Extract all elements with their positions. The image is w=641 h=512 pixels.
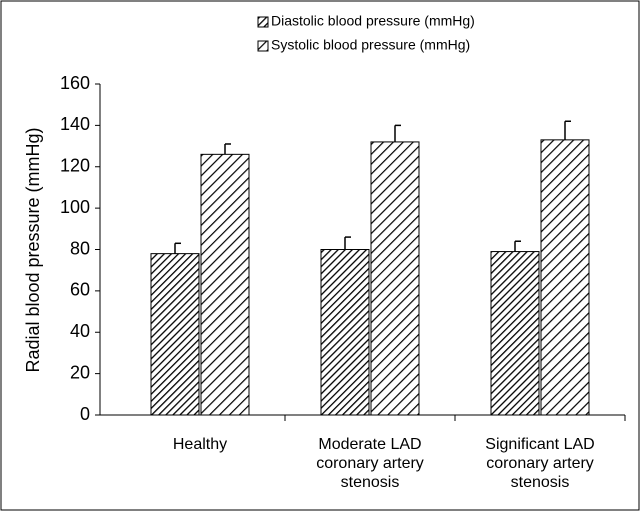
legend-label: Systolic blood pressure (mmHg) (271, 37, 470, 53)
bar (370, 141, 420, 416)
bar (540, 139, 590, 416)
y-axis-label: Radial blood pressure (mmHg) (23, 127, 43, 372)
y-tick-label: 40 (70, 321, 90, 341)
bar (200, 153, 250, 416)
bar (490, 251, 540, 416)
y-tick-label: 80 (70, 238, 90, 258)
y-tick-label: 140 (60, 114, 90, 134)
y-tick-label: 120 (60, 156, 90, 176)
y-tick-label: 20 (70, 362, 90, 382)
bar (320, 249, 370, 416)
y-tick-label: 160 (60, 73, 90, 93)
legend-swatch (257, 16, 269, 28)
x-tick-label: Moderate LAD coronary artery stenosis (316, 436, 424, 491)
x-tick-label: Healthy (172, 436, 228, 453)
x-tick-label: Significant LAD coronary artery stenosis (485, 436, 595, 491)
legend-swatch (257, 40, 269, 52)
y-tick-label: 100 (60, 197, 90, 217)
y-tick-label: 60 (70, 280, 90, 300)
legend-label: Diastolic blood pressure (mmHg) (271, 13, 475, 29)
y-tick-label: 0 (80, 404, 90, 424)
bar (150, 253, 200, 416)
